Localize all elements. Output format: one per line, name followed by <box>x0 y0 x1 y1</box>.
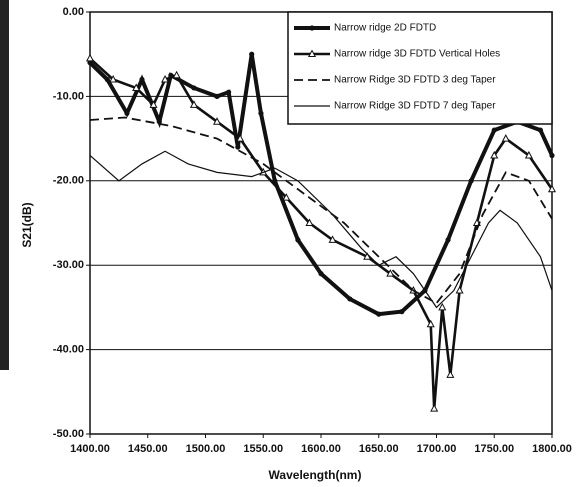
point-marker <box>139 76 145 83</box>
point-marker <box>468 178 474 184</box>
point-marker <box>85 53 95 62</box>
point-marker <box>132 83 141 91</box>
point-marker <box>235 144 241 150</box>
point-marker <box>524 150 533 159</box>
x-tick-label: 1450.00 <box>128 443 168 455</box>
point-marker <box>124 110 130 116</box>
point-marker <box>189 100 198 108</box>
y-tick-label: -20.00 <box>53 175 84 187</box>
point-marker <box>104 76 110 83</box>
point-marker <box>426 319 435 328</box>
legend-marker <box>309 25 315 31</box>
y-tick-label: -50.00 <box>53 428 84 440</box>
point-marker <box>455 285 464 294</box>
series-line <box>89 116 553 305</box>
y-tick-label: 0.00 <box>63 6 84 18</box>
point-marker <box>328 235 337 243</box>
legend-label: Narrow Ridge 3D FDTD 7 deg Taper <box>334 101 496 112</box>
y-axis-title: S21(dB) <box>20 202 34 247</box>
point-marker <box>376 311 382 317</box>
point-marker <box>226 89 232 95</box>
x-tick-label: 1400.00 <box>70 443 110 455</box>
point-marker <box>438 302 447 311</box>
legend-label: Narrow Ridge 3D FDTD 3 deg Taper <box>334 75 496 86</box>
series-line <box>89 150 553 309</box>
legend-label: Narrow ridge 3D FDTD Vertical Holes <box>334 49 500 60</box>
x-tick-label: 1600.00 <box>301 443 341 455</box>
point-marker <box>305 218 314 226</box>
point-marker <box>258 110 264 116</box>
point-marker <box>430 404 439 412</box>
point-marker <box>399 309 405 315</box>
point-marker <box>501 134 510 142</box>
x-tick-label: 1550.00 <box>243 443 283 455</box>
point-marker <box>109 74 118 83</box>
y-tick-label: -10.00 <box>53 90 84 102</box>
x-tick-label: 1650.00 <box>359 443 399 455</box>
point-marker <box>236 134 245 142</box>
point-marker <box>446 370 455 378</box>
point-marker <box>491 127 497 133</box>
legend-label: Narrow ridge 2D FDTD <box>334 23 436 34</box>
point-marker <box>282 193 291 201</box>
y-tick-label: -30.00 <box>53 259 84 271</box>
x-tick-label: 1700.00 <box>417 443 457 455</box>
point-marker <box>149 100 158 108</box>
y-tick-label: -40.00 <box>53 344 84 356</box>
point-marker <box>214 93 220 99</box>
point-marker <box>547 184 557 193</box>
x-axis-title: Wavelength(nm) <box>269 468 362 482</box>
point-marker <box>490 150 499 159</box>
point-marker <box>213 117 222 125</box>
scan-edge <box>0 0 9 370</box>
point-marker <box>161 74 170 83</box>
point-marker <box>537 127 544 133</box>
point-marker <box>172 70 181 79</box>
x-tick-label: 1750.00 <box>474 443 514 455</box>
point-marker <box>318 271 324 277</box>
point-marker <box>156 119 162 125</box>
x-tick-label: 1800.00 <box>532 443 572 455</box>
point-marker <box>445 237 451 243</box>
point-marker <box>549 152 555 159</box>
legend-box <box>287 11 553 125</box>
point-marker <box>347 296 353 302</box>
point-marker <box>249 51 255 57</box>
point-marker <box>295 237 301 243</box>
point-marker <box>191 85 197 91</box>
legend-marker <box>307 49 317 57</box>
x-tick-label: 1500.00 <box>186 443 226 455</box>
point-marker <box>386 269 395 277</box>
